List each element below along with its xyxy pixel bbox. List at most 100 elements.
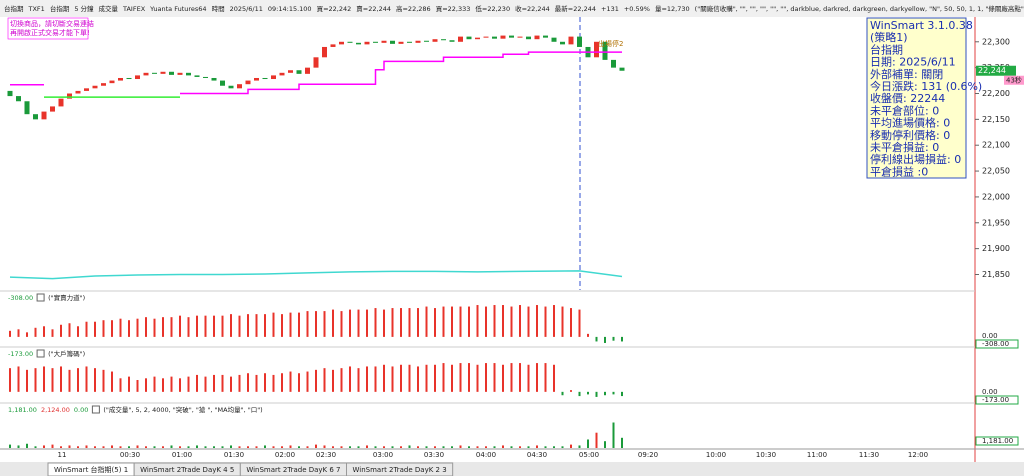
toolbar-item[interactable]: 2025/6/11 [230,5,263,13]
candle [356,42,361,45]
pane-bar [289,445,292,448]
info-line: WinSmart 3.1.0.38 [870,19,973,32]
pane-bar [587,333,589,337]
pane-bar [544,446,547,448]
toolbar-item[interactable]: 台指期 [50,4,70,13]
toolbar-item[interactable]: +0.59% [624,5,650,13]
candle [203,76,208,78]
candle [194,75,200,77]
pane-bar [561,446,564,448]
info-line: 未平倉部位: 0 [870,103,939,117]
candle [339,41,344,45]
pane-bar [281,446,283,448]
y-tick-label: 22,000 [982,192,1010,201]
tab-label[interactable]: WinSmart 2Trade DayK 4 5 [140,466,234,474]
tab-label[interactable]: WinSmart 2Trade DayK 2 3 [353,466,447,474]
time-label: 04:00 [476,451,496,459]
pane-bar [247,314,249,337]
pane-bar [595,432,598,448]
toolbar-item[interactable]: TAIFEX [122,5,146,13]
pane-bar [408,364,411,392]
candle [16,96,21,102]
toolbar-item[interactable]: 5 分鐘 [74,4,94,13]
pane-bar [136,380,139,392]
pane-bar [459,363,462,392]
pane-bar [9,330,11,337]
info-line: 平倉損益 :0 [870,164,928,178]
toolbar-item[interactable]: 低=22,230 [475,4,510,13]
toolbar-item[interactable]: 最新=22,244 [555,4,596,13]
toolbar-item[interactable]: 賣=22,244 [356,4,391,13]
time-label: 09:20 [638,451,658,459]
pane-bar [60,324,62,337]
warning-box [7,17,89,40]
time-label: 03:30 [424,451,444,459]
pane-bar [357,368,360,392]
time-label: 10:30 [756,451,776,459]
candle [118,77,123,81]
tab-label[interactable]: WinSmart 台指期(5) 1 [54,465,128,474]
candle [492,36,497,39]
pane-bar [451,306,453,337]
pane-bar [578,309,581,337]
pane-bar [366,309,368,337]
pane-close[interactable] [36,349,45,358]
toolbar-item[interactable]: 成交量 [99,4,119,13]
time-label: 10:00 [706,451,726,459]
pane-bar [179,315,181,337]
toolbar-item[interactable]: 買=22,333 [436,5,471,13]
pane-close[interactable] [91,405,100,414]
toolbar-item[interactable]: 09:14:15.100 [268,5,312,13]
candle [347,41,353,43]
candle [279,72,285,76]
pane-bar [485,363,487,392]
info-box [866,17,967,179]
pane-bar [349,366,351,392]
pane-bar [587,391,589,395]
toolbar-item[interactable]: 收=22,244 [515,4,550,13]
toolbar-item[interactable]: 買=22,242 [317,5,352,13]
tab-label[interactable]: WinSmart 2Trade DayK 6 7 [246,466,340,474]
pane-bar [553,364,555,392]
candle [254,77,259,81]
pane-bar [366,445,368,448]
toolbar-item[interactable]: 高=22,286 [396,4,431,13]
pane-bar [468,363,470,392]
toolbar-item[interactable]: ("關廠信收購", "", "", "", "", "", darkblue, … [695,4,1024,13]
pane-bar [34,368,37,392]
pane-bar [595,336,598,342]
pane-bar [408,308,411,337]
pane-bar [527,446,530,448]
tab[interactable] [346,462,454,476]
pane-bar [408,445,411,448]
time-label: 02:30 [316,451,336,459]
pane-bar [391,446,394,448]
toolbar-item[interactable]: Yuanta Futures64 [149,5,206,13]
pane-bar [179,378,181,392]
time-label: 12:00 [908,451,928,459]
pane-close[interactable] [36,293,45,302]
candle [526,36,531,40]
pane-bar [85,445,88,448]
pane-bar [434,364,436,392]
toolbar-item[interactable]: 量=12,730 [655,5,690,13]
pane-bar [332,446,334,448]
toolbar-item[interactable]: 時間 [212,5,225,13]
pane-bar [281,314,283,337]
toolbar-item[interactable]: TXF1 [28,5,45,13]
pane-bar [17,329,20,337]
pane-bar [51,329,54,337]
toolbar-item[interactable]: +131 [601,5,619,13]
pane-axis-label: 0.00 [982,388,998,396]
pane-bar [536,363,538,392]
pane-bar [553,305,555,337]
pane-bar [51,368,54,392]
candle [500,35,506,39]
pane-bar [128,446,130,448]
candle [296,70,302,74]
time-label: 02:00 [275,451,295,459]
pane-bar [153,376,156,392]
pane-bar [587,439,589,448]
toolbar-item[interactable]: 台指期 [4,4,24,13]
candle [458,36,463,42]
